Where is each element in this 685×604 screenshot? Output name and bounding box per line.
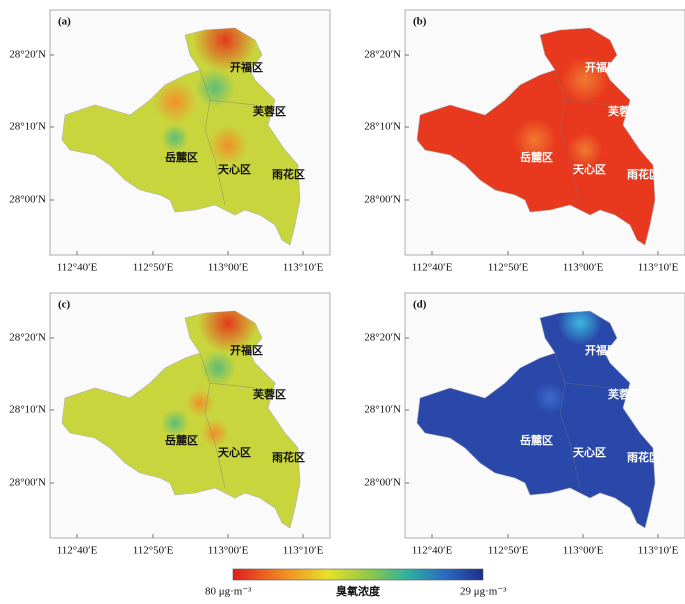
x-tick-label: 113°00′E	[208, 262, 249, 274]
district-boundary	[209, 382, 256, 389]
concentration-spot	[561, 56, 609, 104]
district-boundary	[564, 99, 611, 106]
colorbar	[232, 568, 484, 581]
concentration-spot	[208, 125, 248, 165]
district-label: 天心区	[573, 163, 606, 176]
y-tick-label: 28°20′N	[364, 49, 401, 61]
district-label: 雨花区	[627, 450, 660, 464]
district-label: 岳麓区	[165, 433, 198, 447]
concentration-spot	[567, 132, 603, 168]
y-tick-label: 28°00′N	[364, 477, 401, 489]
x-tick-label: 112°50′E	[488, 545, 529, 557]
district-label: 雨花区	[272, 167, 305, 181]
panel-label: (d)	[413, 299, 427, 311]
x-tick-label: 113°10′E	[638, 545, 679, 557]
panel-label: (b)	[413, 16, 427, 28]
x-tick-label: 113°10′E	[283, 545, 324, 557]
district-label: 天心区	[218, 446, 251, 459]
district-boundary	[209, 99, 256, 106]
y-tick-label: 28°00′N	[9, 477, 46, 489]
concentration-spot	[198, 311, 258, 353]
panel-label: (a)	[58, 16, 71, 28]
district-boundary	[199, 352, 226, 489]
district-label: 芙蓉区	[607, 104, 641, 118]
district-boundary	[554, 352, 581, 489]
district-label: 雨花区	[272, 450, 305, 464]
y-tick-label: 28°20′N	[364, 332, 401, 344]
concentration-spot	[161, 124, 189, 152]
concentration-spot	[200, 350, 236, 386]
x-tick-label: 112°50′E	[133, 545, 174, 557]
district-label: 岳麓区	[165, 150, 198, 164]
concentration-spot	[201, 419, 229, 447]
x-tick-label: 113°00′E	[208, 545, 249, 557]
x-tick-label: 112°40′E	[412, 545, 453, 557]
district-label: 芙蓉区	[252, 387, 286, 401]
concentration-spot	[153, 80, 197, 124]
y-tick-label: 28°10′N	[364, 404, 401, 416]
y-tick-label: 28°20′N	[9, 332, 46, 344]
y-tick-label: 28°20′N	[9, 49, 46, 61]
concentration-spot	[534, 382, 566, 414]
x-tick-label: 112°50′E	[488, 262, 529, 274]
y-tick-label: 28°00′N	[364, 194, 401, 206]
concentration-spot	[186, 389, 214, 417]
district-label: 芙蓉区	[607, 387, 641, 401]
y-tick-label: 28°10′N	[9, 121, 46, 133]
district-boundary	[199, 69, 226, 206]
colorbar-title: 臭氧浓度	[336, 584, 381, 598]
district-boundary	[554, 69, 581, 206]
y-tick-label: 28°00′N	[9, 194, 46, 206]
y-tick-label: 28°10′N	[9, 404, 46, 416]
concentration-spot	[193, 28, 257, 72]
x-tick-label: 112°50′E	[133, 262, 174, 274]
district-label: 天心区	[218, 163, 251, 176]
colorbar-min-label: 80 μg·m⁻³	[205, 586, 252, 598]
district-label: 雨花区	[627, 167, 660, 181]
city-area	[416, 310, 656, 529]
district-label: 天心区	[573, 446, 606, 459]
x-tick-label: 113°10′E	[283, 262, 324, 274]
district-boundary	[564, 382, 611, 389]
district-label: 岳麓区	[520, 433, 553, 447]
colorbar-max-label: 29 μg·m⁻³	[460, 586, 507, 598]
concentration-spot	[195, 68, 235, 108]
district-label: 岳麓区	[520, 150, 553, 164]
district-label: 开福区	[230, 343, 263, 357]
x-tick-label: 112°40′E	[57, 262, 98, 274]
x-tick-label: 113°00′E	[563, 545, 604, 557]
concentration-spot	[161, 409, 189, 437]
y-tick-label: 28°10′N	[364, 121, 401, 133]
x-tick-label: 113°00′E	[563, 262, 604, 274]
district-label: 开福区	[585, 60, 618, 74]
district-label: 芙蓉区	[252, 104, 286, 118]
district-label: 开福区	[230, 60, 263, 74]
x-tick-label: 113°10′E	[638, 262, 679, 274]
district-label: 开福区	[585, 343, 618, 357]
x-tick-label: 112°40′E	[412, 262, 453, 274]
x-tick-label: 112°40′E	[57, 545, 98, 557]
panel-label: (c)	[58, 299, 71, 311]
concentration-spot	[513, 118, 557, 162]
